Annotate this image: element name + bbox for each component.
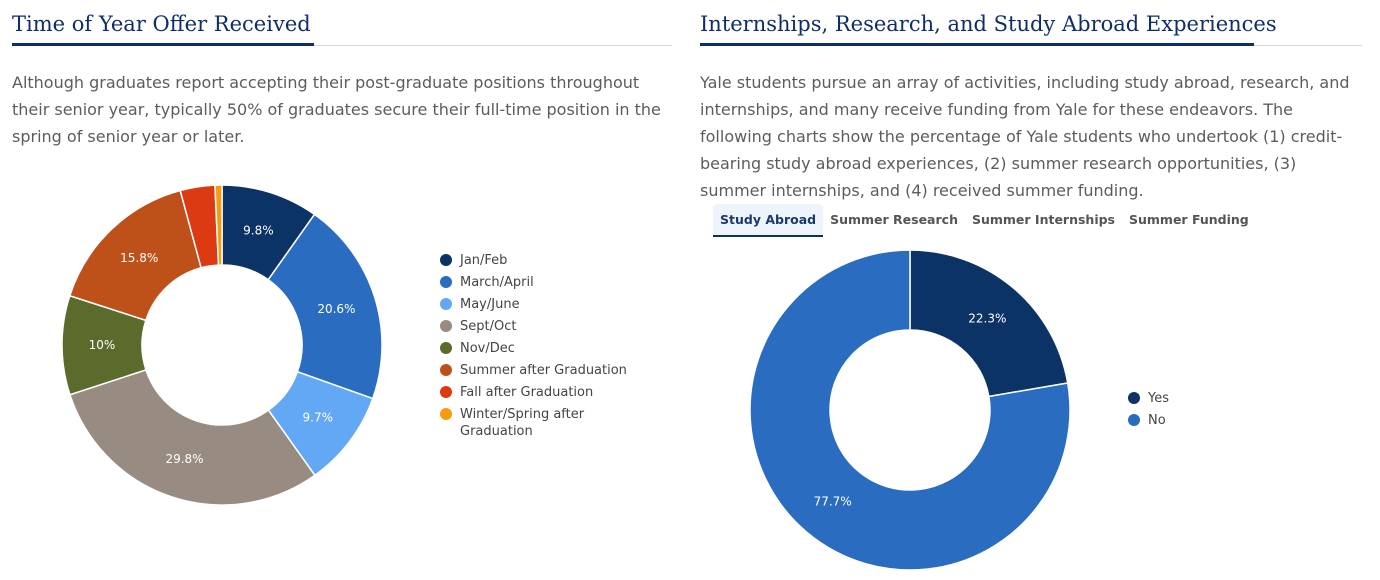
legend-swatch-icon — [1128, 392, 1140, 404]
legend-label: March/April — [460, 275, 534, 290]
legend-item[interactable]: Summer after Graduation — [440, 362, 630, 379]
legend-label: May/June — [460, 297, 520, 312]
tab-summer-internships[interactable]: Summer Internships — [971, 212, 1115, 227]
donut-slice-march-april[interactable] — [267, 213, 383, 400]
left-section-title: Time of Year Offer Received — [12, 12, 311, 36]
legend-item[interactable]: Sept/Oct — [440, 318, 630, 335]
tab-summer-funding[interactable]: Summer Funding — [1129, 212, 1249, 227]
legend-swatch-icon — [440, 276, 452, 288]
legend-swatch-icon — [440, 254, 452, 266]
donut-slice-summer-after-graduation[interactable] — [68, 189, 203, 322]
left-title-underline — [12, 43, 314, 46]
right-title-underline — [700, 43, 1254, 46]
legend-label: Fall after Graduation — [460, 385, 594, 400]
legend-item[interactable]: Fall after Graduation — [440, 384, 630, 401]
legend-swatch-icon — [1128, 414, 1140, 426]
right-section-title: Internships, Research, and Study Abroad … — [700, 12, 1277, 36]
legend-item[interactable]: No — [1128, 412, 1228, 429]
legend-item[interactable]: May/June — [440, 296, 630, 313]
donut-slice-yes[interactable] — [909, 249, 1069, 398]
legend-swatch-icon — [440, 386, 452, 398]
legend-swatch-icon — [440, 298, 452, 310]
donut-slice-sept-oct[interactable] — [68, 368, 316, 506]
legend-label: Winter/Spring after Graduation — [460, 407, 585, 439]
slice-data-label: 77.7% — [814, 495, 852, 509]
right-paragraph: Yale students pursue an array of activit… — [700, 73, 1350, 200]
slice-data-label: 10% — [89, 338, 116, 352]
slice-data-label: 15.8% — [120, 251, 158, 265]
slice-data-label: 29.8% — [165, 452, 203, 466]
legend-item[interactable]: Jan/Feb — [440, 252, 630, 269]
legend-swatch-icon — [440, 342, 452, 354]
tab-study-abroad[interactable]: Study Abroad — [713, 204, 824, 237]
legend-label: Nov/Dec — [460, 341, 515, 356]
legend-label: No — [1148, 413, 1166, 428]
legend-item[interactable]: Yes — [1128, 390, 1228, 407]
legend-item[interactable]: March/April — [440, 274, 630, 291]
left-chart-legend: Jan/Feb March/April May/June Sept/Oct Nov/De… — [440, 252, 630, 445]
slice-data-label: 9.7% — [303, 410, 334, 424]
legend-label: Jan/Feb — [460, 253, 508, 268]
right-chart-legend: Yes No — [1128, 390, 1228, 434]
left-paragraph: Although graduates report accepting thei… — [12, 73, 661, 146]
legend-swatch-icon — [440, 408, 452, 420]
legend-swatch-icon — [440, 364, 452, 376]
legend-item[interactable]: Winter/Spring after Graduation — [440, 406, 630, 440]
legend-label: Yes — [1148, 391, 1169, 406]
donut-slice-winter-spring-after-graduation[interactable] — [214, 184, 223, 266]
left-title-rule — [12, 45, 672, 46]
slice-data-label: 22.3% — [968, 311, 1006, 325]
chart-tabs: Study Abroad Summer Research Summer Inte… — [713, 204, 1256, 237]
slice-data-label: 9.8% — [243, 224, 274, 238]
slice-data-label: 20.6% — [317, 302, 355, 316]
legend-label: Summer after Graduation — [460, 363, 627, 378]
legend-label: Sept/Oct — [460, 319, 517, 334]
tab-summer-research[interactable]: Summer Research — [830, 212, 958, 227]
donut-slice-no[interactable] — [749, 249, 1071, 571]
legend-swatch-icon — [440, 320, 452, 332]
legend-item[interactable]: Nov/Dec — [440, 340, 630, 357]
